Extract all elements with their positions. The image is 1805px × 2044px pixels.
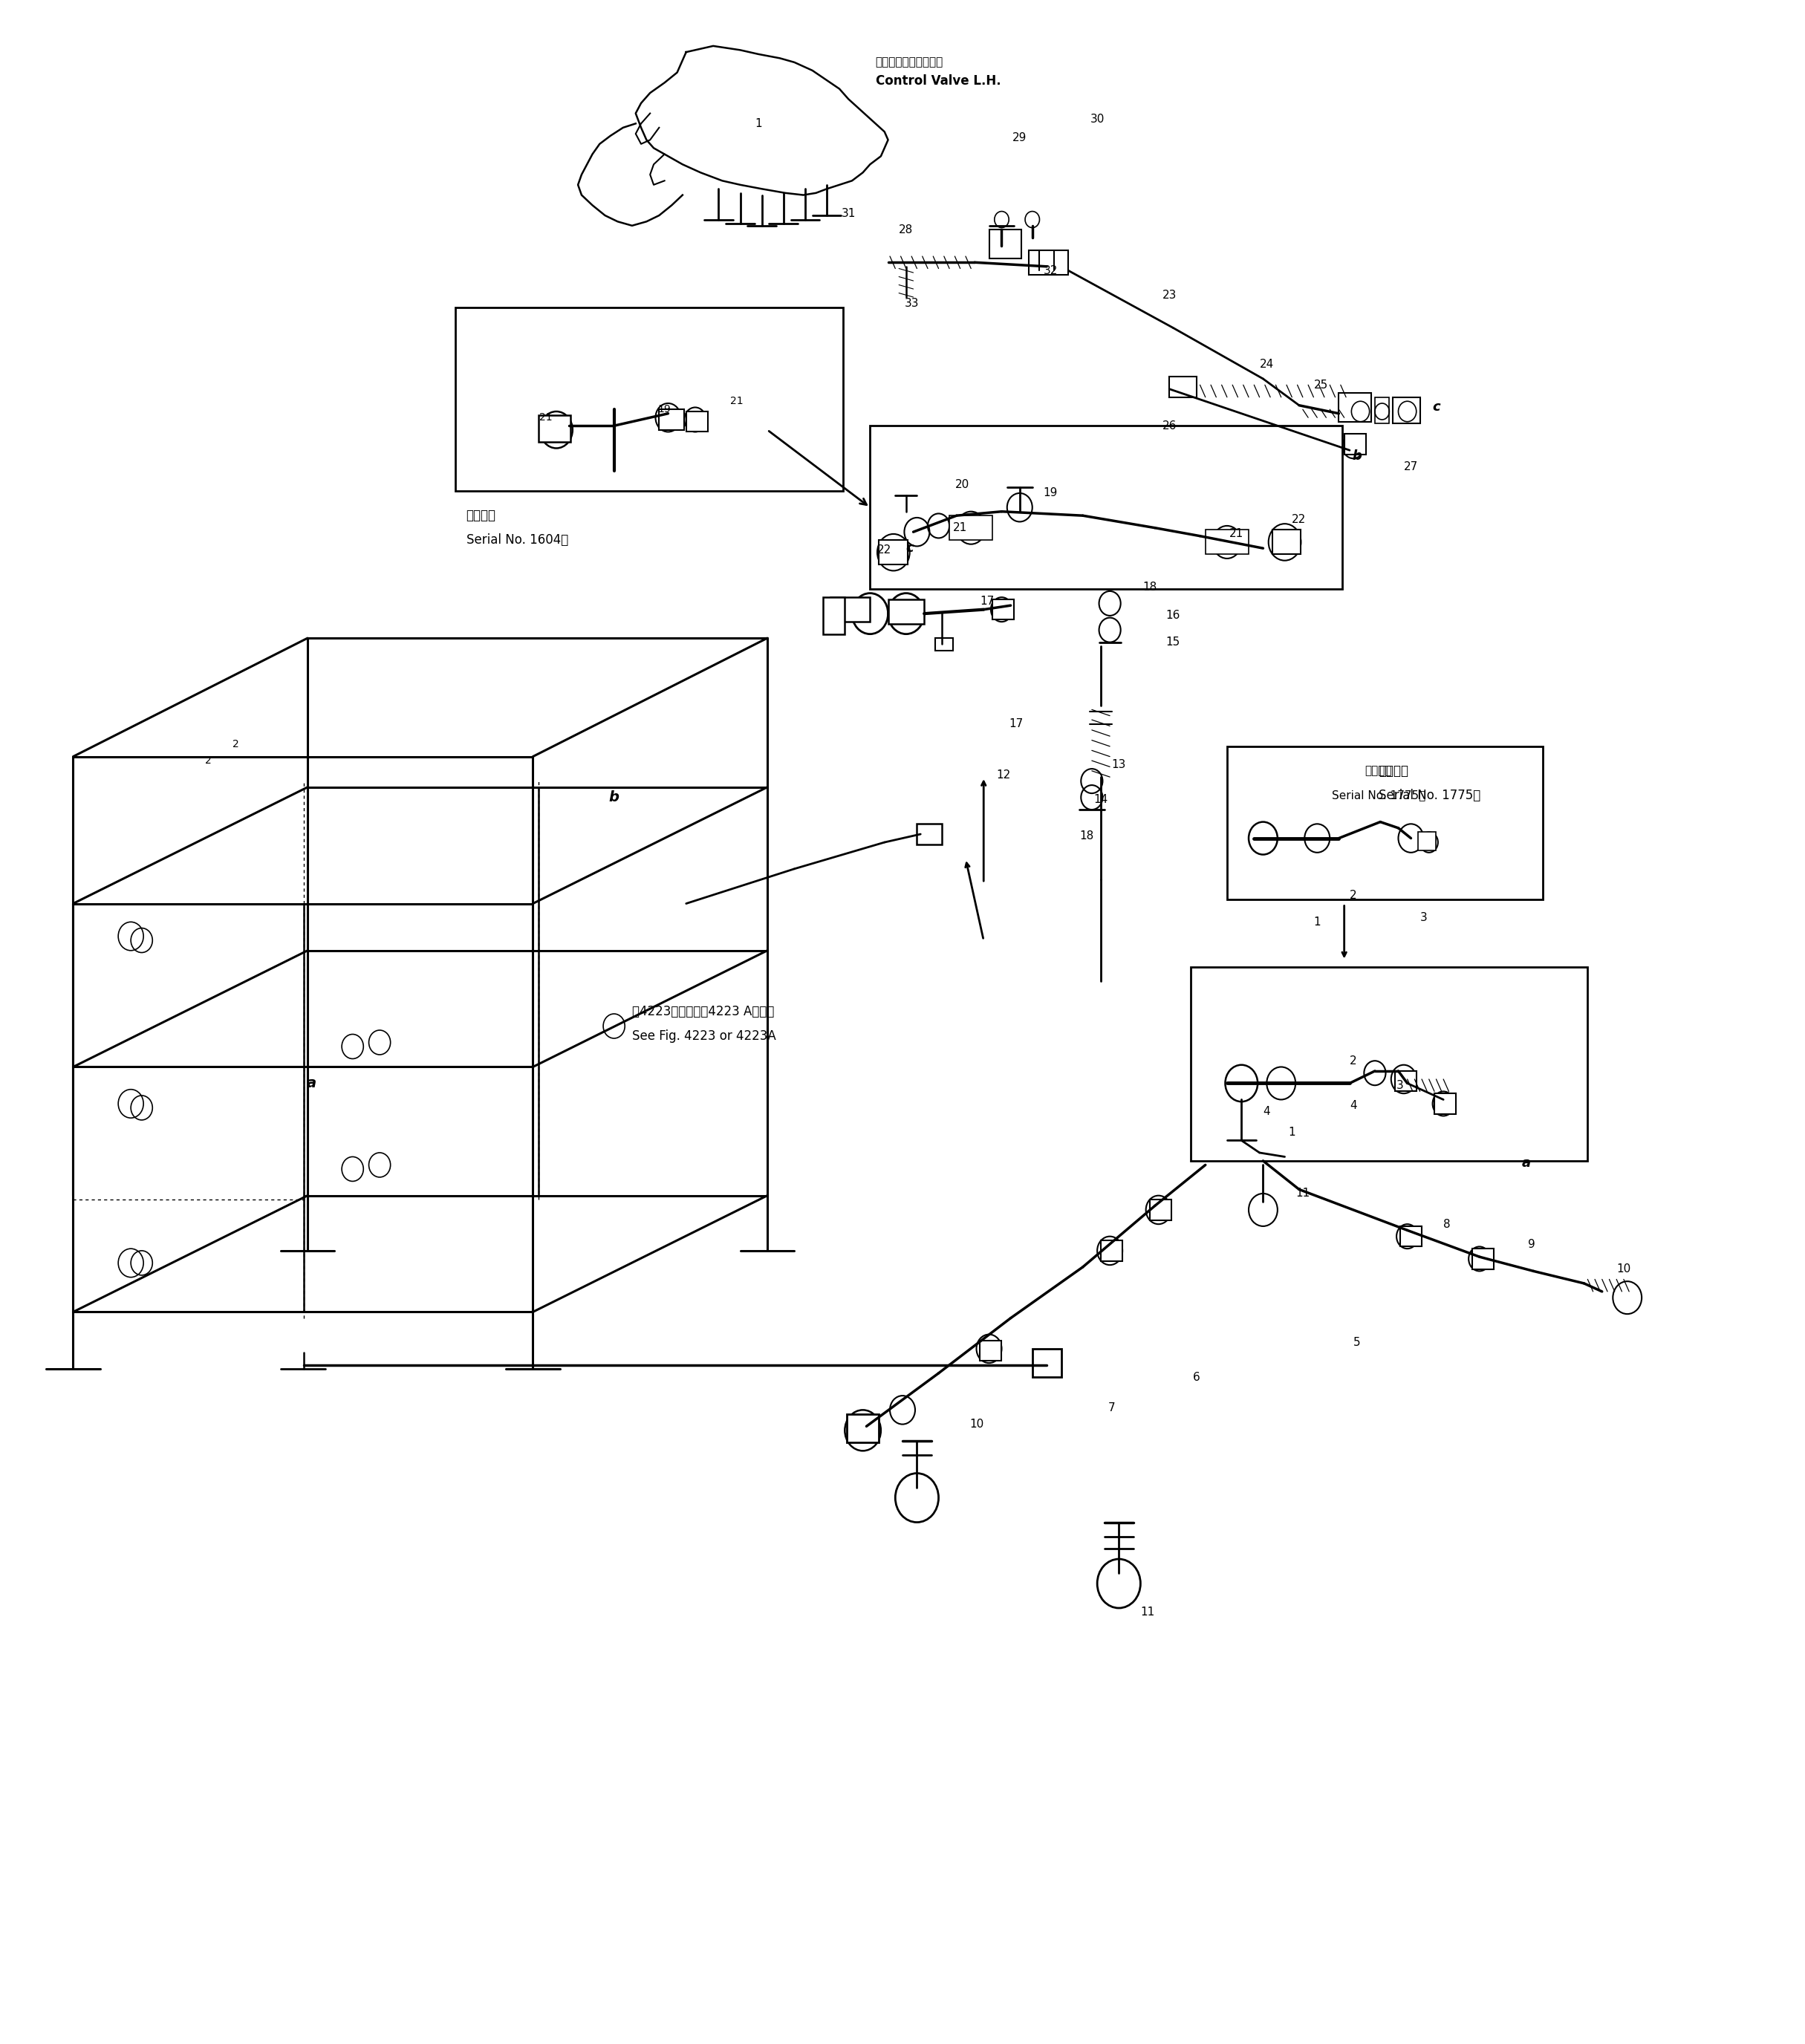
- Text: 16: 16: [1166, 609, 1180, 621]
- Text: 11: 11: [1296, 1188, 1310, 1200]
- Bar: [993, 599, 1014, 619]
- Bar: [1273, 529, 1301, 554]
- Bar: [1101, 1241, 1123, 1261]
- Text: 15: 15: [1166, 636, 1180, 648]
- Text: 23: 23: [1162, 290, 1177, 300]
- Bar: [980, 1341, 1002, 1361]
- Text: 6: 6: [1193, 1372, 1200, 1384]
- Text: 26: 26: [1162, 421, 1177, 431]
- Text: 適用号機: 適用号機: [1379, 764, 1408, 777]
- Text: 2: 2: [1350, 1055, 1357, 1067]
- Text: 21: 21: [1229, 529, 1244, 540]
- Bar: [1227, 746, 1543, 899]
- Bar: [879, 540, 908, 564]
- Text: Serial No. 1775～: Serial No. 1775～: [1379, 789, 1480, 801]
- Bar: [1473, 1249, 1495, 1269]
- Bar: [1206, 529, 1249, 554]
- Text: 18: 18: [1143, 580, 1157, 593]
- Text: Serial No. 1604～: Serial No. 1604～: [466, 533, 569, 548]
- Text: 22: 22: [1292, 515, 1307, 525]
- Text: 32: 32: [1043, 266, 1058, 276]
- Bar: [1345, 433, 1366, 454]
- Bar: [1150, 1200, 1171, 1220]
- Text: b: b: [1352, 450, 1361, 464]
- Bar: [1170, 376, 1197, 397]
- Text: 4: 4: [1350, 1100, 1357, 1112]
- Text: 31: 31: [841, 208, 856, 219]
- Text: 30: 30: [1090, 114, 1105, 125]
- Text: 27: 27: [1404, 462, 1419, 472]
- Text: 28: 28: [899, 225, 913, 235]
- Bar: [830, 597, 870, 621]
- Bar: [1393, 397, 1421, 423]
- Bar: [1375, 397, 1390, 423]
- Text: 13: 13: [1112, 758, 1126, 771]
- Bar: [989, 229, 1022, 258]
- Text: 8: 8: [1444, 1218, 1451, 1230]
- Bar: [917, 824, 942, 844]
- Text: c: c: [906, 542, 913, 556]
- Text: 10: 10: [969, 1419, 984, 1431]
- Bar: [1191, 967, 1588, 1161]
- Bar: [1032, 1349, 1061, 1378]
- Bar: [1401, 1226, 1422, 1247]
- Text: 17: 17: [1009, 717, 1023, 730]
- Text: 9: 9: [1529, 1239, 1536, 1251]
- Text: 17: 17: [980, 595, 995, 607]
- Bar: [659, 409, 684, 429]
- Bar: [1339, 392, 1372, 421]
- Text: 1: 1: [754, 119, 762, 129]
- Bar: [1029, 249, 1069, 274]
- Bar: [935, 638, 953, 650]
- Text: 11: 11: [1141, 1607, 1155, 1617]
- Text: Serial No. 1775～: Serial No. 1775～: [1332, 789, 1426, 801]
- Text: 7: 7: [1108, 1402, 1115, 1414]
- Text: 19: 19: [657, 405, 671, 415]
- Text: 2: 2: [1350, 889, 1357, 901]
- Text: 1: 1: [1314, 916, 1321, 928]
- Text: 2: 2: [233, 740, 238, 750]
- Text: 19: 19: [1043, 489, 1058, 499]
- Bar: [823, 597, 845, 634]
- Text: 25: 25: [1314, 380, 1328, 390]
- Bar: [686, 411, 708, 431]
- Text: 1: 1: [1289, 1126, 1296, 1139]
- Text: 14: 14: [1094, 793, 1108, 805]
- Text: a: a: [307, 1077, 316, 1089]
- Text: 第4223図または第4223 A図参照: 第4223図または第4223 A図参照: [632, 1006, 774, 1018]
- Bar: [1395, 1071, 1417, 1091]
- Bar: [870, 425, 1343, 589]
- Bar: [455, 307, 843, 491]
- Bar: [949, 515, 993, 540]
- Text: c: c: [1431, 401, 1440, 415]
- Text: 21: 21: [540, 413, 552, 423]
- Text: 4: 4: [1264, 1106, 1271, 1118]
- Text: 10: 10: [1617, 1263, 1632, 1275]
- Bar: [538, 415, 570, 442]
- Text: a: a: [1522, 1157, 1531, 1169]
- Text: コントロールバルブ左: コントロールバルブ左: [875, 57, 944, 67]
- Text: 20: 20: [955, 480, 969, 491]
- Bar: [1435, 1094, 1457, 1114]
- Bar: [847, 1414, 879, 1443]
- Bar: [1419, 832, 1437, 850]
- Text: 12: 12: [996, 769, 1011, 781]
- Text: b: b: [608, 791, 619, 805]
- Text: 2: 2: [206, 756, 211, 766]
- Text: 適用号機: 適用号機: [466, 509, 496, 523]
- Bar: [888, 599, 924, 623]
- Text: 3: 3: [1421, 912, 1428, 924]
- Text: 21: 21: [729, 397, 744, 407]
- Text: 22: 22: [877, 546, 892, 556]
- Text: 3: 3: [1397, 1079, 1404, 1091]
- Text: 適用号機: 適用号機: [1365, 764, 1392, 777]
- Text: 21: 21: [953, 523, 967, 533]
- Text: See Fig. 4223 or 4223A: See Fig. 4223 or 4223A: [632, 1030, 776, 1042]
- Text: 18: 18: [1079, 830, 1094, 842]
- Text: 24: 24: [1260, 360, 1274, 370]
- Text: 5: 5: [1354, 1337, 1361, 1349]
- Text: Control Valve L.H.: Control Valve L.H.: [875, 74, 1000, 88]
- Text: 33: 33: [904, 298, 919, 309]
- Text: 29: 29: [1013, 133, 1027, 143]
